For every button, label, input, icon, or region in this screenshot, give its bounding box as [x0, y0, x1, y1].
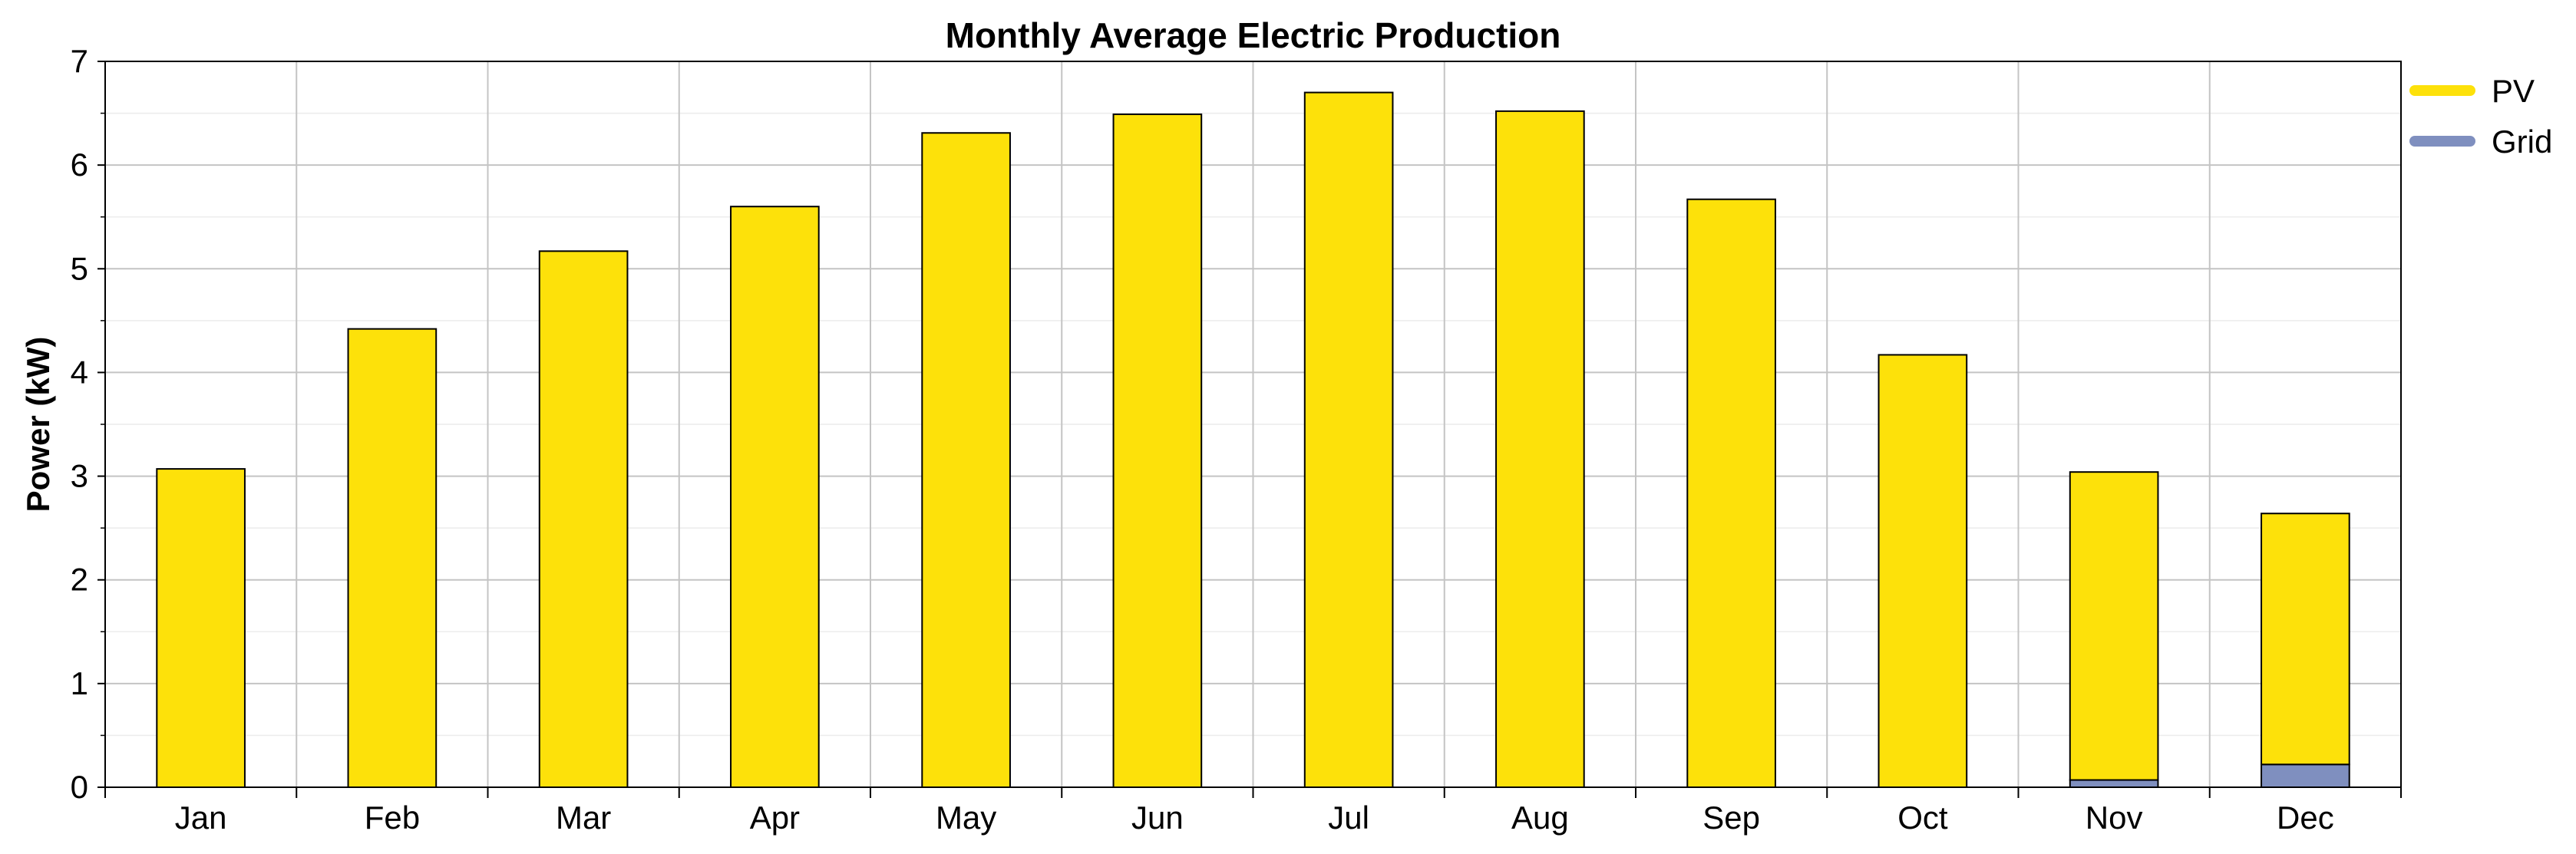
x-tick-label-jun: Jun [1131, 800, 1184, 836]
bar-pv-apr [730, 206, 820, 788]
x-tick-label-nov: Nov [2086, 800, 2143, 836]
x-tick-label-jan: Jan [175, 800, 227, 836]
bar-pv-oct [1878, 354, 1968, 788]
y-tick-label: 6 [71, 147, 88, 183]
bar-pv-nov [2069, 471, 2159, 781]
bars [156, 91, 2350, 789]
y-tick-label: 3 [71, 458, 88, 494]
bar-pv-dec [2261, 513, 2350, 766]
y-tick-label: 4 [71, 354, 88, 390]
axes: 0 1 2 3 4 5 6 7 Jan Feb Mar Apr May Jun Jul Aug Sep Oct No… [71, 43, 2402, 836]
chart-title: Monthly Average Electric Production [946, 15, 1561, 55]
bar-pv-feb [347, 328, 438, 788]
bar-pv-jun [1112, 113, 1203, 788]
bar-pv-aug [1495, 110, 1585, 788]
bar-pv-jan [156, 468, 246, 789]
y-tick-label: 0 [71, 769, 88, 805]
y-tick-label: 5 [71, 250, 88, 286]
legend-label-grid: Grid [2492, 124, 2552, 160]
bar-pv-jul [1303, 91, 1394, 789]
x-tick-label-jul: Jul [1328, 800, 1369, 836]
x-tick-label-oct: Oct [1897, 800, 1948, 836]
bar-pv-mar [538, 250, 629, 789]
x-tick-label-aug: Aug [1511, 800, 1569, 836]
bar-grid-nov [2069, 779, 2159, 788]
y-axis-label: Power (kW) [20, 337, 56, 513]
legend: PV Grid [2409, 73, 2552, 160]
bar-grid-dec [2261, 763, 2350, 788]
x-tick-label-mar: Mar [556, 800, 611, 836]
x-tick-label-apr: Apr [750, 800, 800, 836]
y-tick-label: 7 [71, 43, 88, 79]
x-tick-label-feb: Feb [365, 800, 420, 836]
gridlines [105, 61, 2401, 788]
legend-label-pv: PV [2492, 73, 2535, 109]
y-tick-label: 2 [71, 562, 88, 598]
bar-pv-sep [1686, 198, 1776, 788]
bar-pv-may [921, 132, 1011, 788]
x-tick-label-sep: Sep [1702, 800, 1760, 836]
x-tick-label-dec: Dec [2277, 800, 2334, 836]
y-tick-label: 1 [71, 665, 88, 701]
x-tick-label-may: May [936, 800, 996, 836]
